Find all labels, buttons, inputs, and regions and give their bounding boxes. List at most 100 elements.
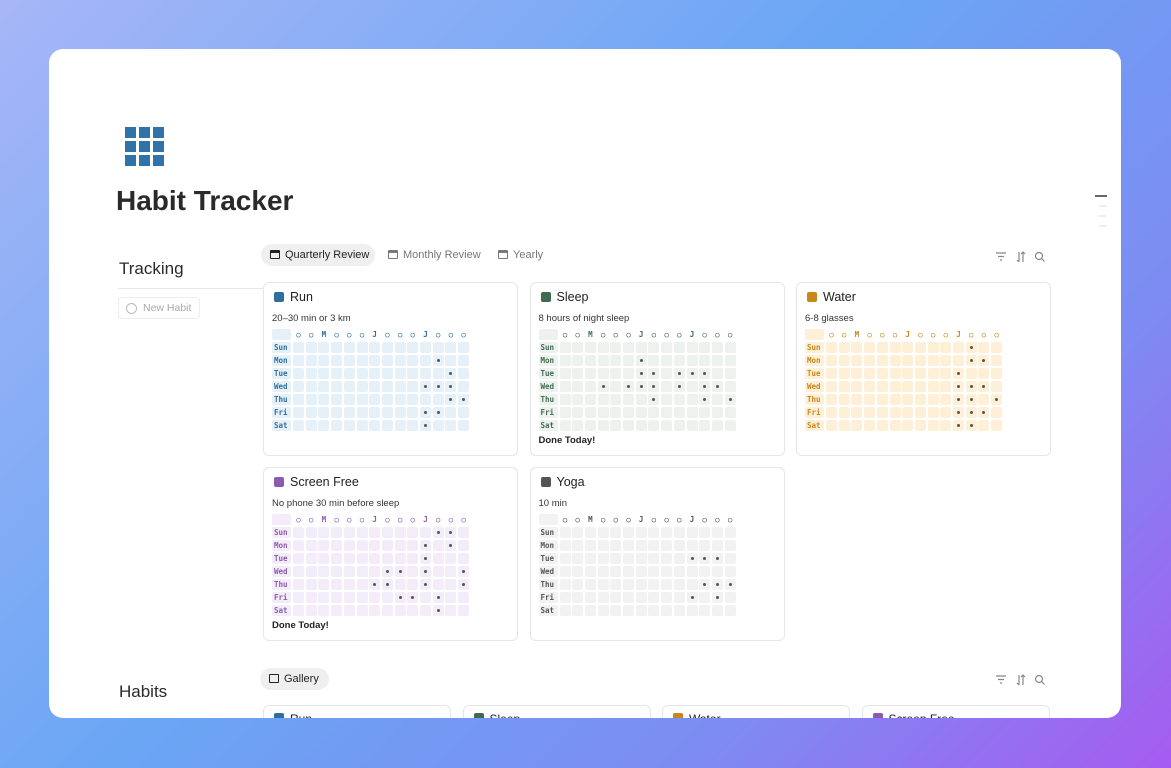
grid-cell	[445, 368, 457, 379]
tab[interactable]: Gallery	[260, 668, 329, 690]
grid-cell	[661, 579, 673, 590]
grid-cell	[635, 553, 647, 564]
grid-cell	[838, 342, 850, 353]
grid-cell	[394, 368, 406, 379]
grid-cell	[331, 527, 343, 538]
grid-cell	[940, 381, 952, 392]
habit-card[interactable]: Screen Free No phone 30 min before sleep ○…	[263, 467, 518, 641]
check-dot	[969, 346, 973, 349]
grid-cell	[318, 605, 330, 616]
grid-cell	[851, 394, 863, 405]
grid-cell	[356, 527, 368, 538]
grid-header: J	[905, 330, 910, 339]
grid-corner	[805, 329, 824, 340]
grid-corner	[538, 329, 558, 340]
grid-cell	[305, 381, 317, 392]
grid-cell	[991, 420, 1003, 431]
grid-cell	[420, 605, 431, 616]
check-dot	[639, 372, 643, 375]
grid-cell	[902, 368, 914, 379]
grid-header: ○	[943, 330, 949, 339]
check-dot	[449, 544, 453, 547]
grid-cell	[673, 394, 685, 405]
status-text: Done Today!	[272, 620, 329, 631]
new-habit-button[interactable]: New Habit	[118, 297, 200, 319]
grid-cell	[318, 342, 330, 353]
check-dot	[715, 557, 719, 560]
grid-cell	[673, 355, 685, 366]
grid-cell	[318, 553, 330, 564]
grid-header: ○	[359, 330, 365, 339]
grid-cell	[965, 420, 977, 431]
tab[interactable]: Monthly Review	[379, 244, 484, 266]
check-dot	[728, 583, 732, 586]
grid-cell	[635, 342, 647, 353]
grid-cell	[394, 579, 406, 590]
grid-cell	[572, 342, 584, 353]
grid-cell	[699, 420, 711, 431]
grid-header: ○	[461, 330, 466, 339]
grid-cell	[991, 355, 1003, 366]
tab[interactable]: Yearly	[489, 244, 549, 266]
grid-cell	[559, 605, 571, 616]
grid-cell	[331, 368, 343, 379]
grid-cell	[597, 368, 609, 379]
grid-cell	[623, 579, 634, 590]
check-dot	[385, 570, 389, 573]
grid-cell	[356, 605, 368, 616]
grid-cell	[420, 579, 431, 590]
grid-cell	[394, 553, 406, 564]
grid-cell	[318, 420, 330, 431]
habit-icon	[807, 292, 817, 302]
grid-cell	[356, 420, 368, 431]
grid-cell	[394, 394, 406, 405]
day-label: Thu	[538, 394, 558, 405]
grid-header: ○	[435, 515, 441, 524]
grid-cell	[458, 381, 470, 392]
grid-cell	[927, 368, 939, 379]
grid-cell	[610, 420, 622, 431]
check-dot	[677, 372, 681, 375]
grid-cell	[318, 381, 330, 392]
check-dot	[957, 398, 960, 401]
grid-cell	[445, 605, 457, 616]
grid-cell	[699, 579, 711, 590]
grid-header: ○	[867, 330, 872, 339]
view-tools[interactable]	[995, 250, 1047, 264]
grid-header: ○	[385, 330, 390, 339]
gallery-card[interactable]: Water	[662, 705, 850, 718]
check-dot	[436, 531, 440, 534]
gallery-card[interactable]: Run	[263, 705, 451, 718]
grid-cell	[610, 592, 622, 603]
habit-card[interactable]: Run 20–30 min or 3 km ○ ○ M ○ ○ ○ J ○ ○ ○ J ○ ○ ○ Sun Mon…	[263, 282, 518, 456]
grid-cell	[356, 566, 368, 577]
grid-cell	[673, 553, 685, 564]
grid-cell	[711, 592, 723, 603]
habit-card[interactable]: Yoga 10 min ○ ○ M ○ ○ ○ J ○ ○ ○ J ○ ○ ○ Sun Mon Tue Wed Thu F…	[529, 467, 785, 641]
grid-cell	[305, 592, 317, 603]
gallery-card[interactable]: Screen Free	[861, 705, 1050, 718]
habit-card[interactable]: Water 6-8 glasses ○ ○ M ○ ○ ○ J ○ ○ ○ J ○ ○ ○ Sun Mon Tue W…	[796, 282, 1051, 456]
grid-cell	[826, 420, 837, 431]
grid-cell	[407, 407, 419, 418]
grid-cell	[432, 592, 444, 603]
day-label: Wed	[272, 566, 291, 577]
habit-card[interactable]: Sleep 8 hours of night sleep ○ ○ M ○ ○ ○ J ○ ○ ○ J ○ ○…	[529, 282, 785, 456]
grid-cell	[978, 342, 990, 353]
grid-header: J	[372, 330, 377, 339]
view-tools[interactable]	[995, 673, 1047, 687]
grid-cell	[623, 342, 634, 353]
toc[interactable]	[1095, 194, 1109, 230]
grid-header: ○	[677, 330, 682, 339]
grid-cell	[597, 540, 609, 551]
grid-cell	[381, 553, 393, 564]
grid-cell	[635, 381, 647, 392]
grid-cell	[610, 566, 622, 577]
check-dot	[677, 385, 681, 388]
grid-cell	[369, 381, 381, 392]
grid-header: ○	[994, 330, 999, 339]
gallery-card[interactable]: Sleep	[462, 705, 651, 718]
tab[interactable]: Quarterly Review	[261, 244, 375, 266]
grid-cell	[661, 592, 673, 603]
grid-cell	[623, 592, 634, 603]
